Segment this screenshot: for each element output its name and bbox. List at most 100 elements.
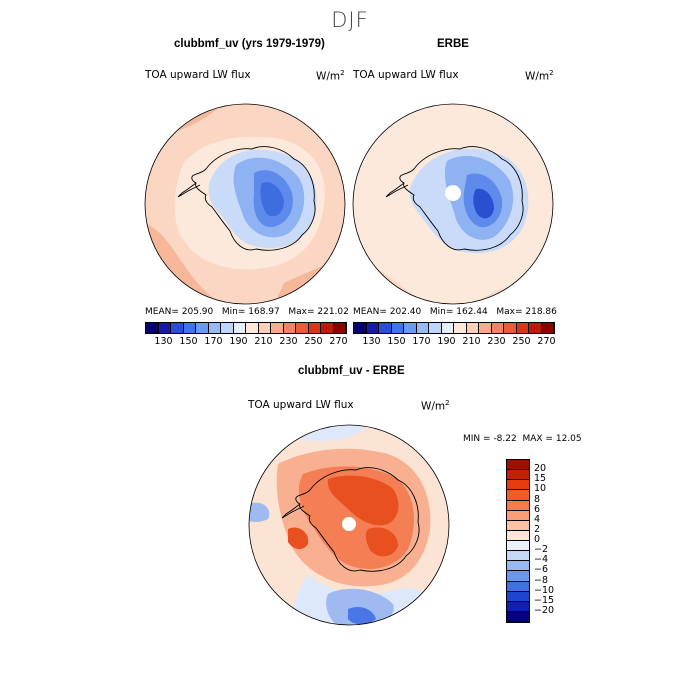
colorbar-obs-swatch	[441, 323, 454, 333]
colorbar-diff-tick: −15	[534, 594, 555, 606]
colorbar-obs-swatch	[354, 323, 367, 333]
panel-model-title: clubbmf_uv (yrs 1979-1979)	[174, 38, 325, 50]
colorbar-obs-swatch	[429, 323, 442, 333]
colorbar-model-tick: 210	[254, 336, 273, 347]
colorbar-obs-tick: 150	[387, 336, 406, 347]
map-obs	[352, 103, 554, 305]
panel-obs-units: W/m2	[525, 69, 554, 83]
colorbar-obs-swatch	[454, 323, 467, 333]
colorbar-diff-swatch	[507, 520, 529, 531]
colorbar-obs-swatch	[366, 323, 379, 333]
colorbar-model-swatch	[158, 323, 171, 333]
colorbar-model-tick: 130	[154, 336, 173, 347]
colorbar-diff-tick: 8	[534, 493, 541, 505]
colorbar-model-swatch	[308, 323, 321, 333]
colorbar-model-swatch	[258, 323, 271, 333]
colorbar-obs-swatch	[416, 323, 429, 333]
colorbar-obs-swatch	[491, 323, 504, 333]
colorbar-diff-tick: −6	[534, 564, 549, 576]
colorbar-diff-tick: −10	[534, 584, 555, 596]
colorbar-model-swatch	[221, 323, 234, 333]
colorbar-model-tick: 230	[279, 336, 298, 347]
colorbar-obs-tick: 210	[462, 336, 481, 347]
colorbar-diff-tick: 6	[534, 503, 541, 515]
colorbar-model-ticks: 130 150 170 190 210 230 250 270	[145, 336, 347, 348]
colorbar-obs-ticks: 130 150 170 190 210 230 250 270	[353, 336, 555, 348]
colorbar-model-swatch	[233, 323, 246, 333]
map-diff	[248, 424, 450, 626]
colorbar-model-swatch	[171, 323, 184, 333]
colorbar-diff-swatch	[507, 500, 529, 511]
colorbar-diff-tick: 0	[534, 534, 541, 545]
colorbar-diff-swatch	[507, 541, 529, 552]
colorbar-diff-tick: −2	[534, 544, 549, 556]
colorbar-diff-swatch	[507, 591, 529, 602]
colorbar-obs-swatch	[541, 323, 554, 333]
colorbar-model-swatch	[321, 323, 334, 333]
colorbar-obs	[353, 322, 555, 334]
colorbar-diff-tick: 10	[534, 483, 547, 495]
colorbar-obs-swatch	[404, 323, 417, 333]
colorbar-obs-tick: 250	[512, 336, 531, 347]
colorbar-model-swatch	[146, 323, 159, 333]
colorbar-obs-tick: 170	[412, 336, 431, 347]
colorbar-model-tick: 150	[179, 336, 198, 347]
colorbar-obs-swatch	[466, 323, 479, 333]
colorbar-diff-swatch	[507, 480, 529, 491]
colorbar-obs-swatch	[379, 323, 392, 333]
figure-title: DJF	[331, 8, 369, 32]
colorbar-diff-tick: 2	[534, 523, 541, 535]
colorbar-model-tick: 190	[229, 336, 248, 347]
panel-model-label: TOA upward LW flux	[145, 69, 251, 81]
colorbar-diff-tick: −20	[534, 604, 555, 616]
colorbar-obs-tick: 190	[437, 336, 456, 347]
panel-obs-label: TOA upward LW flux	[353, 69, 459, 81]
panel-model-units: W/m2	[316, 69, 345, 83]
panel-obs-stats: MEAN= 202.40 Min= 162.44 Max= 218.86	[353, 307, 557, 317]
colorbar-diff-swatch	[507, 530, 529, 541]
colorbar-diff-swatch	[507, 510, 529, 521]
colorbar-obs-swatch	[516, 323, 529, 333]
colorbar-diff-tick: 4	[534, 513, 541, 525]
colorbar-model-tick: 170	[204, 336, 223, 347]
colorbar-obs-swatch	[479, 323, 492, 333]
colorbar-diff-tick: −4	[534, 554, 549, 566]
colorbar-diff-swatch	[507, 601, 529, 612]
colorbar-model-tick: 250	[304, 336, 323, 347]
colorbar-diff	[506, 459, 530, 623]
colorbar-diff-swatch	[507, 581, 529, 592]
colorbar-diff-swatch	[507, 561, 529, 572]
colorbar-diff-ticks: 20 15 10 8 6 4 2 0 −2 −4 −6 −8 −10 −15 −20	[534, 459, 574, 623]
colorbar-obs-tick: 130	[362, 336, 381, 347]
colorbar-model-tick: 270	[329, 336, 348, 347]
panel-diff-stats: MIN = -8.22 MAX = 12.05	[463, 434, 582, 444]
panel-diff-title: clubbmf_uv - ERBE	[298, 365, 405, 377]
colorbar-diff-tick: −8	[534, 574, 549, 586]
colorbar-diff-swatch	[507, 571, 529, 582]
colorbar-obs-tick: 270	[537, 336, 556, 347]
map-model	[144, 103, 346, 305]
colorbar-model-swatch	[196, 323, 209, 333]
panel-diff-units: W/m2	[421, 399, 450, 413]
colorbar-obs-swatch	[504, 323, 517, 333]
colorbar-diff-swatch	[507, 470, 529, 481]
colorbar-obs-swatch	[529, 323, 542, 333]
colorbar-diff-swatch	[507, 551, 529, 562]
panel-obs-title: ERBE	[437, 38, 469, 50]
colorbar-model-swatch	[333, 323, 346, 333]
colorbar-model-swatch	[246, 323, 259, 333]
colorbar-model-swatch	[283, 323, 296, 333]
colorbar-diff-swatch	[507, 460, 529, 471]
colorbar-model-swatch	[296, 323, 309, 333]
colorbar-obs-swatch	[391, 323, 404, 333]
colorbar-model-swatch	[183, 323, 196, 333]
colorbar-diff-swatch	[507, 490, 529, 501]
colorbar-diff-tick: 20	[534, 463, 547, 475]
colorbar-model-swatch	[208, 323, 221, 333]
colorbar-diff-tick: 15	[534, 473, 547, 485]
colorbar-model	[145, 322, 347, 334]
colorbar-model-swatch	[271, 323, 284, 333]
panel-model-stats: MEAN= 205.90 Min= 168.97 Max= 221.02	[145, 307, 349, 317]
colorbar-diff-swatch	[507, 611, 529, 622]
panel-diff-label: TOA upward LW flux	[248, 399, 354, 411]
